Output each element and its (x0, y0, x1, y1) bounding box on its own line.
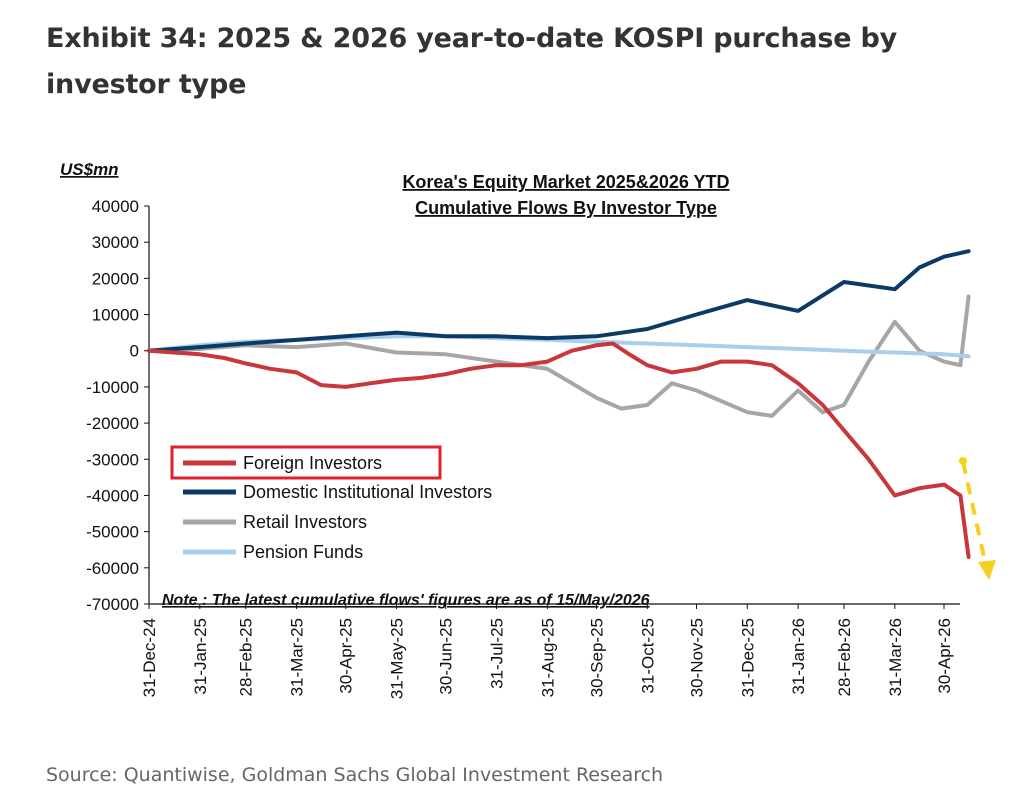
x-tick-label: 31-Jan-25 (191, 618, 210, 695)
retail-investors-legend-label: Retail Investors (243, 512, 367, 532)
x-tick-label: 31-Mar-25 (288, 618, 307, 696)
chart-title-line2: Cumulative Flows By Investor Type (415, 198, 717, 218)
x-tick-label: 30-Jun-25 (437, 618, 456, 695)
y-tick-label: -10000 (86, 378, 139, 397)
foreign-investors-highlight-box (170, 445, 442, 480)
y-axis: 40000 30000 20000 10000 0 -10000 -20000 -30000 -… (86, 197, 150, 614)
y-tick-label: -60000 (86, 559, 139, 578)
domestic-institutional-investors-legend-label: Domestic Institutional Investors (243, 482, 492, 502)
x-tick-label: 31-Mar-26 (886, 618, 905, 696)
x-tick-label: 28-Feb-26 (835, 618, 854, 696)
x-tick-label: 31-Oct-25 (638, 618, 657, 694)
y-tick-label: -50000 (86, 523, 139, 542)
foreign-investors-legend-label: Foreign Investors (243, 453, 382, 473)
chart-note: Note : The latest cumulative flows' figu… (162, 592, 650, 609)
arrow-head (978, 560, 996, 580)
arrow-shaft (961, 461, 988, 567)
series-layer (147, 249, 971, 559)
y-tick-label: 0 (130, 342, 139, 361)
x-tick-label: 31-Dec-24 (140, 618, 159, 697)
x-tick-label: 31-Jul-25 (488, 618, 507, 689)
y-axis-unit-label: US$mn (60, 160, 119, 179)
exhibit-title: Exhibit 34: 2025 & 2026 year-to-date KOS… (46, 23, 898, 100)
y-tick-label: 20000 (92, 269, 139, 288)
y-tick-label: -40000 (86, 486, 139, 505)
x-tick-label: 28-Feb-25 (237, 618, 256, 696)
domestic-institutional-investors-line (147, 249, 971, 353)
y-tick-label: 40000 (92, 197, 139, 216)
foreign-investors-line (147, 341, 971, 559)
x-tick-label: 31-Dec-25 (738, 618, 757, 697)
y-tick-label: -70000 (86, 595, 139, 614)
x-axis: 31-Dec-24 31-Jan-25 28-Feb-25 31-Mar-25 30-A… (140, 603, 960, 699)
x-tick-label: 30-Nov-25 (687, 618, 706, 697)
y-tick-label: 10000 (92, 306, 139, 325)
source-note: Source: Quantiwise, Goldman Sachs Global… (46, 764, 664, 786)
x-tick-label: 31-Aug-25 (538, 618, 557, 697)
x-tick-label: 30-Apr-25 (337, 618, 356, 694)
y-tick-label: 30000 (92, 233, 139, 252)
x-tick-label: 30-Apr-26 (935, 618, 954, 694)
x-tick-label: 30-Sep-25 (587, 618, 606, 697)
y-tick-label: -20000 (86, 414, 139, 433)
forecast-down-arrow (959, 457, 996, 580)
pension-funds-legend-label: Pension Funds (243, 542, 363, 562)
x-tick-label: 31-May-25 (388, 618, 407, 699)
retail-investors-line (147, 294, 971, 418)
legend: Foreign Investors Domestic Institutional … (170, 445, 492, 562)
chart-title-line1: Korea's Equity Market 2025&2026 YTD (402, 172, 729, 192)
chart-title: Korea's Equity Market 2025&2026 YTD Cumu… (402, 172, 729, 218)
x-tick-label: 31-Jan-26 (789, 618, 808, 695)
y-tick-label: -30000 (86, 450, 139, 469)
